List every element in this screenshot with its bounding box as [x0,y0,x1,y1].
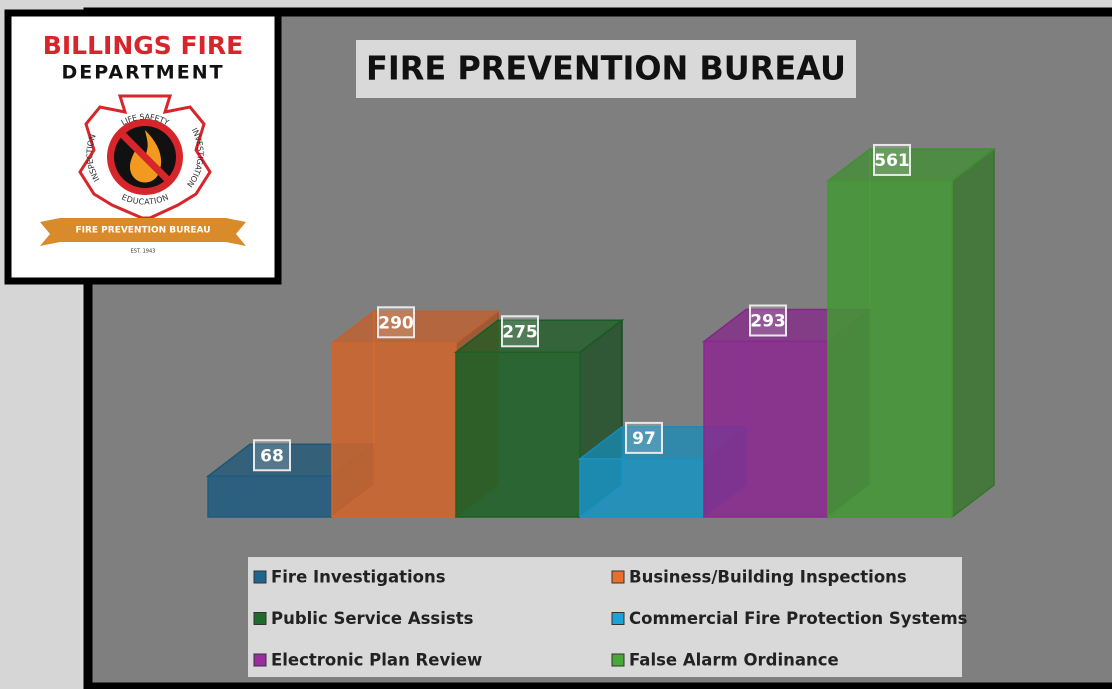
logo-arc-bottom-text: EDUCATION [120,192,169,206]
legend-swatch [253,612,267,625]
title-box [356,40,856,98]
legend-label: Public Service Assists [271,609,474,628]
value-label-box [873,143,911,176]
value-label: 561 [874,151,910,171]
bar [331,342,457,518]
value-label: 68 [260,446,284,466]
value-label-box [501,315,539,348]
value-label-box [625,421,663,454]
bar-edge [579,484,623,518]
bar-side [951,147,995,519]
legend-swatch [611,570,625,584]
legend-swatch [253,653,267,667]
logo-arc-bottom: EDUCATION [120,192,169,206]
value-label-box [749,304,787,337]
value-label-box [377,306,415,339]
bar-edge [703,484,747,518]
logo-line2: DEPARTMENT [61,62,224,84]
logo-line1: BILLINGS FIRE [43,31,243,60]
bars: 68 290 275 97 293 561 [205,143,997,519]
legend-label: Fire Investigations [271,568,446,587]
legend: Fire Investigations Business/Building Ins… [253,568,968,670]
logo: BILLINGS FIRE DEPARTMENT LIFE SAFETY INS… [4,9,282,285]
legend-swatch [253,570,267,584]
bar [827,180,953,518]
logo-est: EST. 1943 [131,249,156,255]
bar [703,340,829,518]
legend-swatch [611,653,625,667]
value-label: 97 [632,429,656,449]
value-label: 275 [502,322,538,342]
logo-banner [40,218,246,246]
value-label-box [253,439,291,472]
logo-banner-text: FIRE PREVENTION BUREAU [75,226,210,236]
legend-swatch [611,612,625,625]
value-label: 290 [378,313,414,333]
value-label: 293 [750,311,786,331]
chart-title: FIRE PREVENTION BUREAU [366,49,846,88]
legend-label: False Alarm Ordinance [629,651,839,670]
bar-edge [455,484,499,518]
bar-edge [827,484,871,518]
legend-label: Commercial Fire Protection Systems [629,609,968,628]
bar-edge [207,484,251,518]
bar [455,351,581,518]
logo-slash [119,131,171,183]
legend-label: Business/Building Inspections [629,568,907,587]
bar-edge [331,484,375,518]
legend-box [248,557,962,677]
legend-label: Electronic Plan Review [271,651,482,670]
bar [207,475,333,518]
bar [579,458,705,518]
